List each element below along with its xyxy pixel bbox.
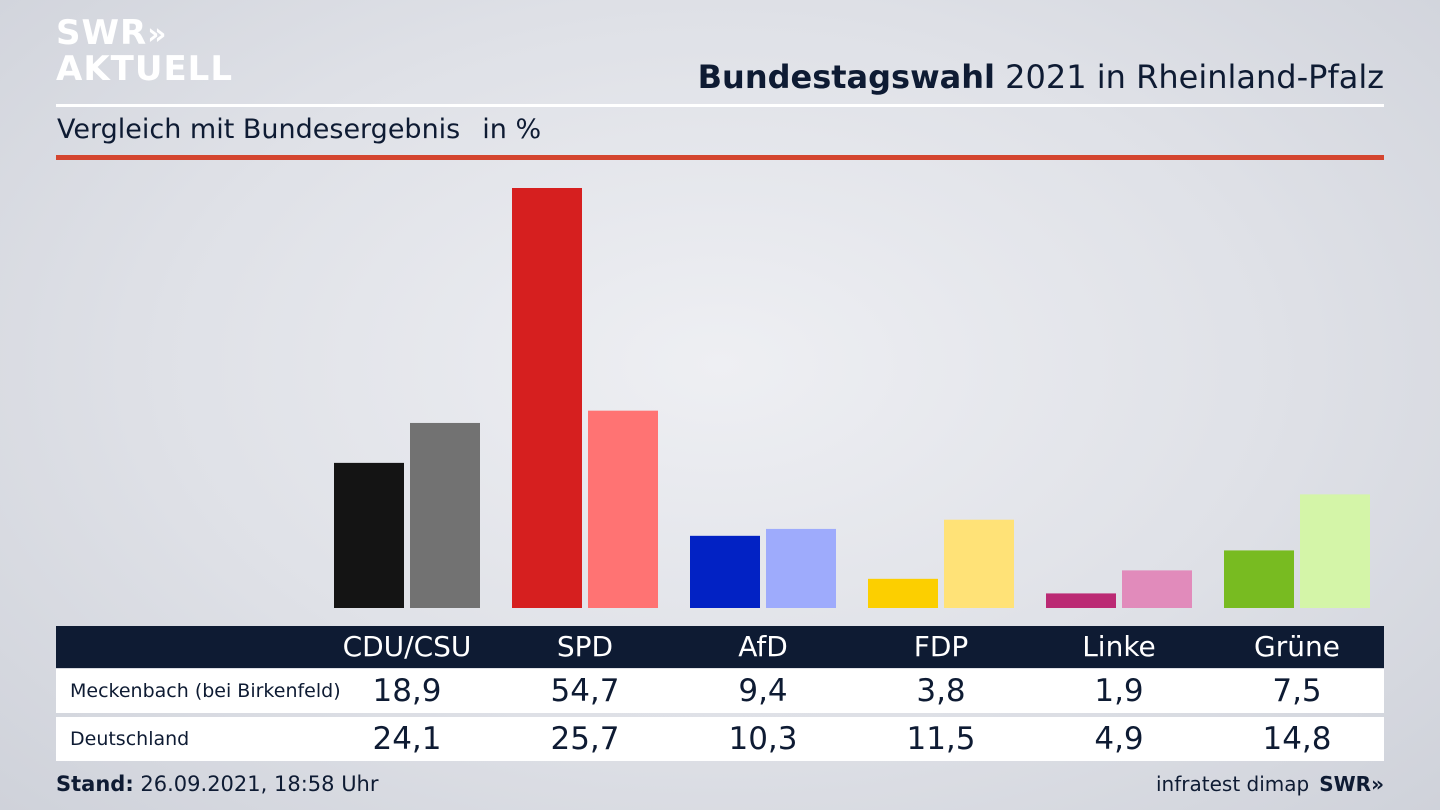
table-row-local: Meckenbach (bei Birkenfeld) 18,9 54,7 9,4 3… xyxy=(56,669,1384,713)
title-bold: Bundestagswahl xyxy=(697,58,995,96)
chart-title: Bundestagswahl 2021 in Rheinland-Pfalz xyxy=(698,58,1384,96)
logo-line1: SWR xyxy=(56,13,148,53)
subtitle-unit: in % xyxy=(482,114,542,145)
value-cell-national-2: 10,3 xyxy=(728,721,798,757)
bar-local-2 xyxy=(690,535,760,608)
value-cell-national-5: 14,8 xyxy=(1262,721,1332,757)
bar-local-5 xyxy=(1224,550,1294,608)
value-cell-national-4: 4,9 xyxy=(1094,721,1144,757)
footer-source: infratest dimap SWR» xyxy=(1156,772,1384,796)
party-header-row: CDU/CSU SPD AfD FDP Linke Grüne xyxy=(56,626,1384,668)
bar-national-2 xyxy=(766,528,836,608)
logo-line2: AKTUELL xyxy=(56,49,234,89)
value-cell-local-0: 18,9 xyxy=(372,673,442,709)
bar-national-3 xyxy=(944,519,1014,608)
value-cell-local-4: 1,9 xyxy=(1094,673,1144,709)
swr-aktuell-logo: SWR» AKTUELL xyxy=(56,16,233,86)
table-row-national: Deutschland 24,1 25,7 10,3 11,5 4,9 14,8 xyxy=(56,717,1384,761)
value-cell-local-2: 9,4 xyxy=(738,673,788,709)
swr-brand: SWR» xyxy=(1319,772,1384,796)
bar-national-4 xyxy=(1122,570,1192,608)
row-label-national: Deutschland xyxy=(70,728,190,750)
source-text: infratest dimap xyxy=(1156,772,1310,796)
bar-local-0 xyxy=(334,462,404,608)
accent-rule xyxy=(56,155,1384,160)
value-cell-national-1: 25,7 xyxy=(550,721,620,757)
value-cell-local-5: 7,5 xyxy=(1272,673,1322,709)
bar-national-5 xyxy=(1300,494,1370,608)
bar-national-1 xyxy=(588,410,658,608)
party-label-4: Linke xyxy=(1082,630,1156,663)
bar-local-4 xyxy=(1046,593,1116,608)
value-cell-local-3: 3,8 xyxy=(916,673,966,709)
chart-subtitle: Vergleich mit Bundesergebnis in % xyxy=(57,114,541,145)
bar-national-0 xyxy=(410,422,480,608)
stand-value: 26.09.2021, 18:58 Uhr xyxy=(140,772,379,796)
title-divider xyxy=(56,104,1384,107)
value-cell-national-3: 11,5 xyxy=(906,721,976,757)
value-cell-national-0: 24,1 xyxy=(372,721,442,757)
party-label-1: SPD xyxy=(556,630,614,663)
subtitle-text: Vergleich mit Bundesergebnis xyxy=(57,114,461,145)
stand-label: Stand: xyxy=(56,772,134,796)
party-label-2: AfD xyxy=(738,630,788,663)
value-cell-local-1: 54,7 xyxy=(550,673,620,709)
title-rest: 2021 in Rheinland-Pfalz xyxy=(1005,58,1384,96)
footer-stand: Stand: 26.09.2021, 18:58 Uhr xyxy=(56,772,379,796)
bar-local-3 xyxy=(868,578,938,608)
bar-local-1 xyxy=(512,188,582,608)
party-label-3: FDP xyxy=(913,630,969,663)
row-label-local: Meckenbach (bei Birkenfeld) xyxy=(70,680,341,702)
party-label-0: CDU/CSU xyxy=(342,630,472,663)
party-label-5: Grüne xyxy=(1254,630,1340,663)
